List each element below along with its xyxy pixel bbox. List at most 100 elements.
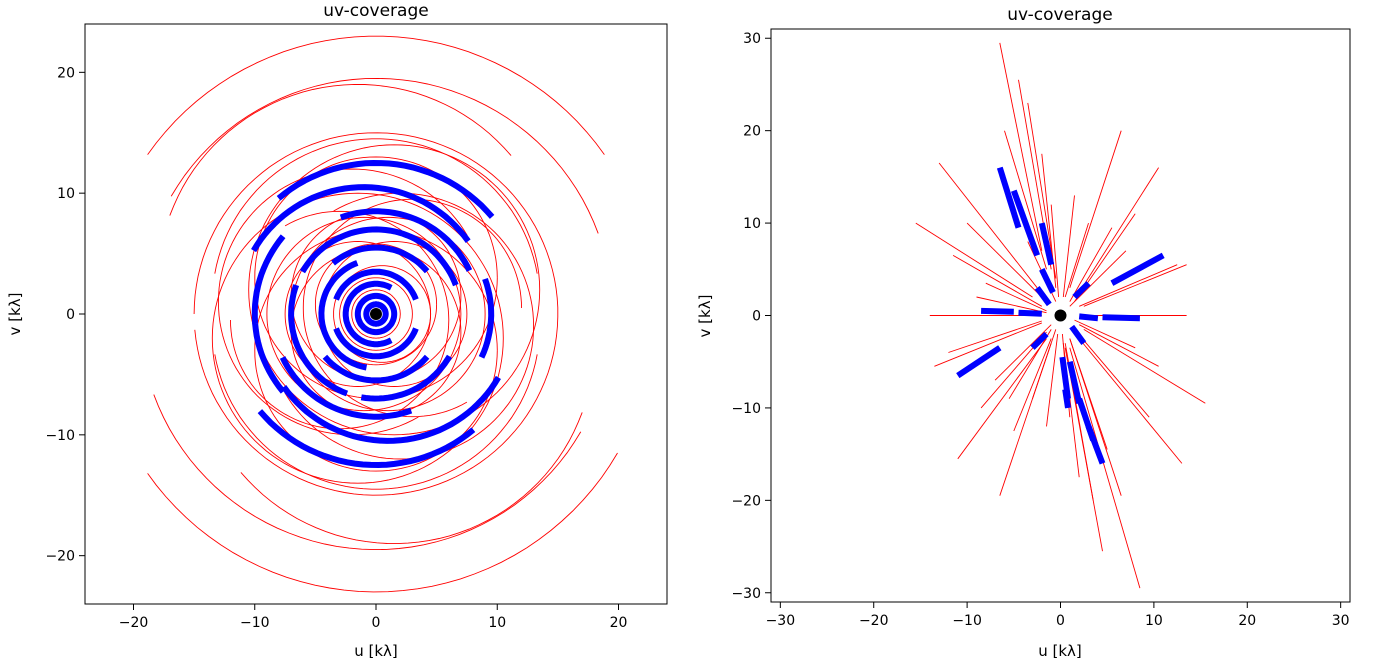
x-tick-label: 10 — [488, 615, 506, 631]
red-uv-track-2 — [170, 77, 599, 234]
blue-uv-track-12 — [1066, 361, 1083, 404]
red-uv-track-38 — [1074, 319, 1136, 349]
x-tick-label: 30 — [1332, 613, 1350, 629]
center-point-0 — [1054, 309, 1067, 322]
blue-uv-track-9 — [288, 284, 349, 397]
right-x-ticks: −30 −20 −10 0 10 20 30 — [766, 602, 1350, 629]
red-uv-track-0 — [147, 35, 605, 155]
red-uv-track-23 — [1083, 329, 1206, 404]
y-tick-label: −20 — [45, 549, 75, 565]
right-y-axis-label: v [kλ] — [696, 295, 714, 338]
blue-uv-track-11 — [331, 244, 430, 274]
red-uv-track-6 — [193, 132, 559, 346]
red-uv-track-5 — [240, 412, 583, 545]
x-tick-label: 0 — [1056, 613, 1065, 629]
y-tick-label: −10 — [45, 428, 75, 444]
blue-uv-track-11 — [1078, 313, 1099, 322]
y-tick-label: 0 — [752, 309, 761, 325]
blue-uv-track-3 — [1039, 267, 1056, 294]
x-tick-label: 10 — [1145, 613, 1163, 629]
blue-uv-track-17 — [354, 292, 398, 336]
blue-uv-track-5 — [1018, 309, 1042, 317]
red-uv-track-37 — [985, 282, 1047, 312]
blue-uv-track-4 — [251, 234, 286, 394]
red-uv-track-45 — [1008, 329, 1052, 399]
blue-uv-track-1 — [1010, 189, 1041, 257]
blue-uv-track-10 — [1102, 314, 1140, 322]
red-uv-track-44 — [1069, 227, 1113, 302]
blue-uv-track-18 — [1069, 324, 1087, 345]
red-uv-track-8 — [938, 162, 1038, 289]
y-tick-label: −30 — [731, 586, 761, 602]
blue-uv-track-15 — [333, 327, 419, 360]
right-chart-title: uv-coverage — [1007, 5, 1112, 25]
left-y-ticks: −20 −10 0 10 20 — [45, 65, 85, 565]
red-uv-track-5 — [1069, 130, 1122, 288]
blue-uv-track-8 — [1110, 252, 1165, 286]
x-tick-label: 20 — [610, 615, 628, 631]
red-uv-track-22 — [1083, 264, 1187, 307]
red-uv-track-33 — [1062, 195, 1075, 298]
right-y-ticks: −30 −20 −10 0 10 20 30 — [731, 31, 771, 602]
y-tick-label: 20 — [57, 65, 75, 81]
red-uv-track-25 — [333, 265, 432, 363]
red-uv-track-25 — [1078, 338, 1183, 464]
red-uv-track-19 — [1013, 338, 1052, 432]
x-tick-label: −20 — [859, 613, 889, 629]
red-uv-track-7 — [194, 329, 556, 496]
blue-uv-track-18 — [363, 301, 389, 327]
red-uv-track-26 — [339, 277, 413, 351]
red-uv-track-43 — [1069, 250, 1127, 307]
red-uv-track-2 — [1027, 102, 1057, 279]
blue-uv-track-16 — [342, 280, 393, 348]
blue-uv-track-10 — [360, 354, 453, 402]
red-uv-track-42 — [994, 324, 1052, 381]
blue-uv-track-2 — [1038, 222, 1055, 266]
blue-uv-track-1 — [257, 409, 476, 469]
red-uv-track-27 — [1069, 347, 1141, 589]
red-uv-track-35 — [1050, 204, 1060, 298]
blue-uv-track-4 — [981, 307, 1014, 315]
blue-uv-track-14 — [333, 268, 419, 301]
blue-uv-track-0 — [996, 166, 1022, 229]
red-uv-track-15 — [948, 320, 1042, 353]
red-uv-track-13 — [976, 296, 1047, 314]
red-uv-track-24 — [1078, 324, 1159, 367]
red-uv-track-27 — [351, 289, 401, 339]
x-tick-label: 20 — [1238, 613, 1256, 629]
red-uv-track-9 — [966, 222, 1043, 298]
x-tick-label: 0 — [372, 615, 381, 631]
x-tick-label: −10 — [952, 613, 982, 629]
left-y-axis-label: v [kλ] — [6, 293, 24, 336]
red-uv-track-14 — [934, 322, 1042, 367]
y-tick-label: −20 — [731, 493, 761, 509]
red-uv-track-34 — [1064, 222, 1089, 298]
red-uv-track-19 — [266, 216, 462, 412]
blue-uv-track-5 — [478, 277, 495, 359]
y-tick-label: 10 — [57, 186, 75, 202]
red-uv-track-0 — [999, 42, 1043, 251]
red-uv-track-1 — [147, 452, 618, 593]
red-uv-track-10 — [915, 222, 1033, 298]
left-x-axis-label: u [kλ] — [354, 642, 398, 660]
red-uv-track-4 — [169, 83, 512, 216]
blue-uv-track-6 — [339, 208, 473, 272]
y-tick-label: 30 — [743, 31, 761, 47]
y-tick-label: −10 — [731, 401, 761, 417]
blue-uv-track-9 — [1072, 281, 1091, 300]
x-tick-label: −30 — [766, 613, 796, 629]
red-uv-track-26 — [1074, 329, 1150, 418]
red-uv-track-39 — [1046, 333, 1059, 427]
red-uv-track-3 — [153, 394, 582, 551]
red-uv-track-16 — [957, 338, 1047, 460]
left-chart-title: uv-coverage — [323, 1, 428, 21]
left-chart-marks — [147, 35, 618, 593]
blue-uv-track-6 — [956, 345, 1002, 379]
red-uv-track-11 — [211, 192, 504, 484]
right-chart-marks — [915, 42, 1206, 589]
right-chart-panel: −30 −20 −10 0 10 20 30 −30 −20 −10 0 10 20 30 uv-cov… — [696, 5, 1351, 660]
blue-uv-track-16 — [1062, 388, 1071, 409]
blue-uv-track-8 — [299, 226, 459, 287]
y-tick-label: 20 — [743, 124, 761, 140]
